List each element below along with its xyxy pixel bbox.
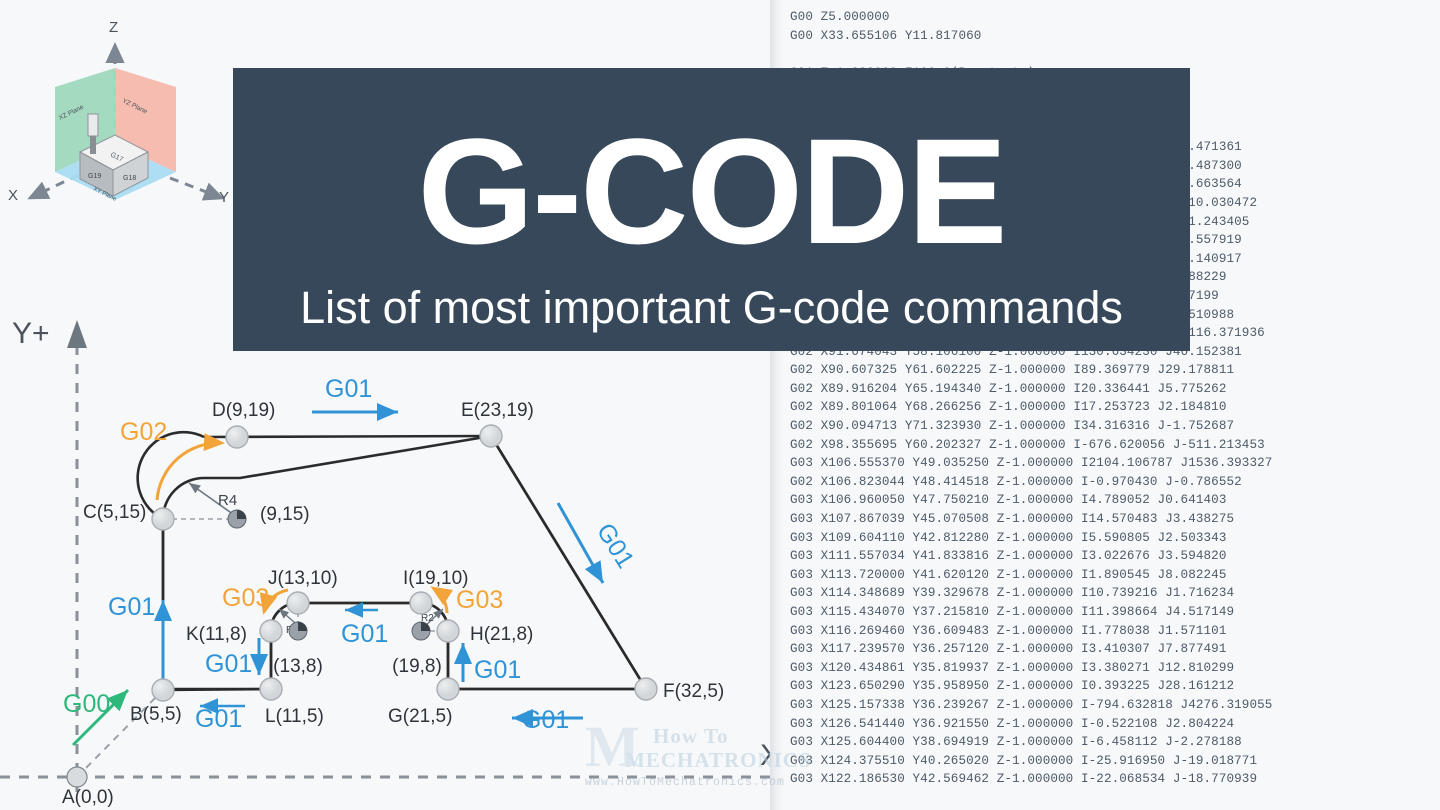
g01-arrow-ef (556, 502, 605, 584)
axis-y-label: Y (219, 189, 229, 206)
node-H (436, 619, 460, 643)
toolpath-y-label: Y+ (12, 317, 50, 350)
radius-arrow-r4 (188, 482, 238, 518)
cube-right-face (112, 151, 149, 197)
label-g01-ef: G01 (591, 518, 640, 573)
tool-bit (90, 136, 96, 154)
page-subtitle: List of most important G-code commands (300, 282, 1123, 333)
label-g01-lb: G01 (195, 705, 242, 733)
toolpath-nodes (151, 424, 658, 702)
watermark-logo: M (585, 714, 640, 779)
point-label-E: E(23,19) (461, 400, 534, 421)
page-title: G-CODE (417, 107, 1008, 275)
label-g00: G00 (63, 690, 110, 718)
node-F (634, 677, 658, 701)
g02-arc-indicator (155, 433, 225, 501)
title-banner: G-CODE List of most important G-code com… (233, 68, 1190, 351)
point-label-G: G(21,5) (388, 706, 452, 727)
label-g02: G02 (120, 418, 167, 446)
node-E (479, 424, 503, 448)
label-g01-ij: G01 (341, 620, 388, 648)
point-label-J: J(13,10) (268, 568, 338, 589)
label-g03-right: G03 (456, 586, 503, 614)
tool-shank (87, 113, 99, 137)
label-g01-kl: G01 (205, 650, 252, 678)
radius-label-r4: R4 (218, 492, 237, 509)
segment-de (203, 434, 492, 439)
node-B (151, 678, 175, 702)
node-C (151, 507, 175, 531)
plane-diagram: Z X Y XZ Plane YZ Plane XY Plane G17 G19… (8, 19, 229, 206)
g03-arc-indicator-left (259, 588, 289, 615)
segment-ef (489, 435, 648, 690)
point-label-B: B(5,5) (130, 704, 182, 725)
y-axis-arrow (67, 320, 87, 348)
g03-arc-indicator-right (430, 586, 454, 614)
toolpath-diagram: Y+ X+ G00 (0, 317, 800, 808)
arc-center-markers (66, 509, 431, 788)
label-g01-gh: G01 (474, 656, 521, 684)
node-G (436, 677, 460, 701)
point-label-D: D(9,19) (212, 400, 275, 421)
label-g01-fg: G01 (522, 706, 569, 734)
axis-x-label: X (8, 187, 18, 204)
face-g18-label: G18 (123, 175, 136, 182)
radius-label-r2-right: R2 (421, 613, 434, 624)
point-label-I: I(19,10) (403, 568, 468, 589)
center-label-2: (13,8) (273, 656, 323, 677)
node-J (286, 591, 310, 615)
node-L (259, 677, 283, 701)
node-D (225, 425, 249, 449)
watermark: M How To MECHATRONICS www.HowToMechatron… (585, 714, 811, 798)
point-label-F: F(32,5) (663, 681, 724, 702)
g00-arrow (71, 688, 130, 747)
center-label-1: (9,15) (260, 504, 310, 525)
node-K (259, 619, 283, 643)
face-g19-label: G19 (88, 173, 101, 180)
point-label-C: C(5,15) (83, 502, 146, 523)
arc-cd (136, 430, 205, 521)
label-g01-de: G01 (325, 375, 372, 403)
point-label-K: K(11,8) (186, 624, 247, 645)
node-I (409, 591, 433, 615)
label-g01-bc: G01 (108, 593, 155, 621)
center-label-3: (19,8) (392, 656, 442, 677)
axis-z-label: Z (109, 19, 118, 36)
point-label-L: L(11,5) (265, 706, 324, 727)
label-g03-left: G03 (222, 584, 269, 612)
point-label-H: H(21,8) (470, 624, 533, 645)
watermark-url: www.HowToMechatronics.com (585, 776, 786, 789)
watermark-line1: How To (653, 724, 729, 748)
watermark-line2: MECHATRONICS (625, 748, 812, 772)
point-label-A: A(0,0) (62, 787, 114, 808)
